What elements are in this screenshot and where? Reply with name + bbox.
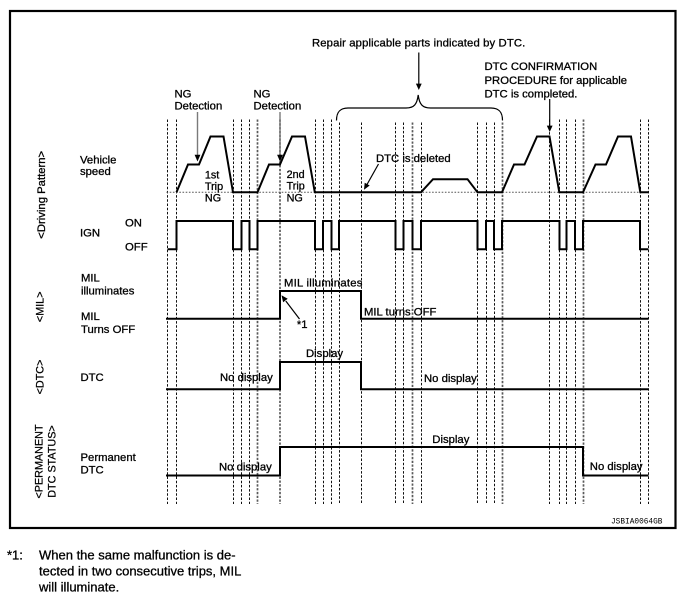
svg-text:DTC CONFIRMATION: DTC CONFIRMATION: [485, 61, 598, 73]
svg-text:Display: Display: [432, 434, 469, 446]
svg-text:No display: No display: [590, 461, 643, 473]
svg-text:JSBIA0064GB: JSBIA0064GB: [611, 519, 663, 527]
svg-text:1st: 1st: [205, 170, 219, 182]
svg-text:<MIL>: <MIL>: [34, 291, 46, 322]
svg-text:will illuminate.: will illuminate.: [38, 579, 119, 594]
svg-text:No display: No display: [424, 373, 477, 385]
svg-text:DTC: DTC: [81, 372, 104, 384]
svg-text:Trip: Trip: [287, 181, 305, 193]
svg-text:Permanent: Permanent: [81, 452, 137, 464]
svg-text:MIL turns OFF: MIL turns OFF: [364, 306, 436, 318]
svg-text:MIL: MIL: [81, 272, 100, 284]
svg-text:Detection: Detection: [254, 101, 302, 113]
svg-text:MIL: MIL: [81, 311, 100, 323]
svg-text:OFF: OFF: [125, 242, 148, 254]
svg-text:No display: No display: [219, 462, 272, 474]
svg-text:<Driving Pattern>: <Driving Pattern>: [36, 150, 48, 238]
svg-text:*1:: *1:: [7, 548, 23, 563]
svg-text:DTC: DTC: [81, 465, 104, 477]
svg-text:<DTC>: <DTC>: [34, 360, 46, 395]
svg-text:<PERMANENT: <PERMANENT: [33, 424, 45, 498]
svg-text:NG: NG: [175, 89, 192, 101]
svg-text:speed: speed: [80, 166, 111, 178]
svg-text:IGN: IGN: [80, 227, 100, 239]
svg-text:2nd: 2nd: [287, 169, 305, 181]
svg-text:*1: *1: [297, 319, 308, 331]
svg-text:PROCEDURE for applicable: PROCEDURE for applicable: [485, 75, 628, 87]
svg-text:When the same malfunction is d: When the same malfunction is de-: [39, 548, 236, 563]
svg-text:NG: NG: [287, 193, 303, 205]
svg-text:MIL illuminates: MIL illuminates: [284, 277, 363, 289]
svg-text:DTC is deleted: DTC is deleted: [376, 153, 451, 165]
svg-text:No display: No display: [220, 372, 273, 384]
svg-text:illuminates: illuminates: [81, 286, 135, 298]
svg-text:ON: ON: [125, 217, 142, 229]
svg-text:DTC STATUS>: DTC STATUS>: [47, 425, 59, 497]
svg-text:Detection: Detection: [175, 101, 223, 113]
svg-text:NG: NG: [205, 193, 221, 205]
svg-text:DTC is completed.: DTC is completed.: [485, 89, 578, 101]
svg-text:Repair applicable parts indica: Repair applicable parts indicated by DTC…: [312, 37, 525, 49]
svg-text:Vehicle: Vehicle: [80, 154, 116, 166]
svg-text:Turns OFF: Turns OFF: [81, 324, 135, 336]
svg-text:tected in two consecutive trip: tected in two consecutive trips, MIL: [39, 563, 241, 578]
svg-text:Display: Display: [306, 348, 343, 360]
svg-text:Trip: Trip: [205, 181, 223, 193]
svg-text:NG: NG: [254, 89, 271, 101]
